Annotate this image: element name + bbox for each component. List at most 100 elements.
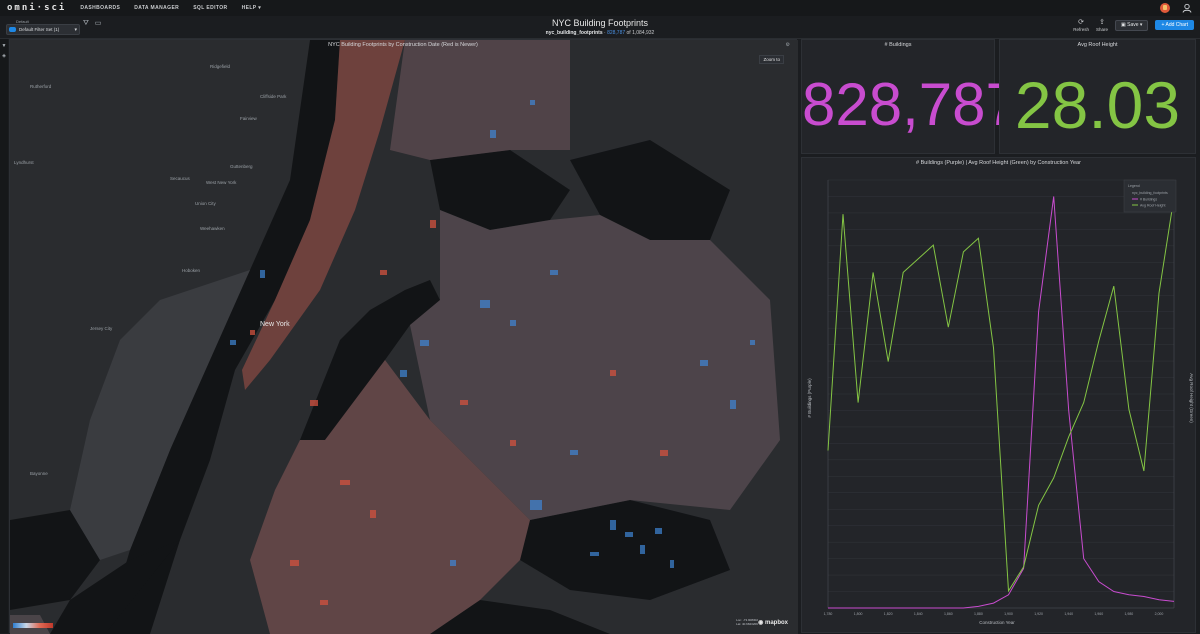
- buildings-count-value: 828,787: [802, 71, 1019, 138]
- comment-icon[interactable]: ▭: [94, 20, 102, 27]
- series-line-buildings[interactable]: [828, 196, 1175, 609]
- top-nav-bar: omni·sci DASHBOARDS DATA MANAGER SQL EDI…: [0, 0, 1200, 17]
- total-count: 1,084,932: [632, 30, 655, 36]
- x-tick-label: 1,800: [854, 612, 863, 616]
- line-chart-title: # Buildings (Purple) | Avg Roof Height (…: [916, 160, 1081, 166]
- line-chart-panel: # Buildings (Purple) | Avg Roof Height (…: [801, 157, 1196, 633]
- newark-bay: [10, 510, 100, 610]
- map-label-guttenberg: Guttenberg: [230, 164, 253, 169]
- map-label-weehawken: Weehawken: [200, 226, 225, 231]
- newer-building-clusters: [250, 220, 668, 605]
- mapbox-label: mapbox: [764, 620, 788, 626]
- save-button[interactable]: ▣ Save ▾: [1115, 20, 1149, 31]
- avg-roof-height-panel: Avg Roof Height 28.03: [999, 39, 1196, 154]
- coordinate-readout: Lon: -73.908302 Lat: 40.6843209: [736, 618, 758, 626]
- x-tick-label: 1,820: [884, 612, 893, 616]
- map-chart-title: NYC Building Footprints by Construction …: [328, 42, 478, 48]
- share-button[interactable]: ⇪ Share: [1096, 18, 1108, 32]
- clear-filters-icon[interactable]: ⛛: [83, 20, 89, 27]
- map-label-new-york: New York: [260, 321, 290, 328]
- x-tick-label: 1,780: [824, 612, 833, 616]
- chart-grid: [827, 179, 1175, 609]
- nav-dashboards[interactable]: DASHBOARDS: [80, 5, 121, 11]
- dashboard-toolbar: Default Default Filter Set (1) ▾ ⛛ ▭ NYC…: [0, 16, 1200, 39]
- nav-help[interactable]: HELP: [242, 5, 262, 11]
- legend-title: Legend: [1128, 184, 1140, 188]
- older-building-clusters: [230, 100, 755, 568]
- map-label-ridgefield: Ridgefield: [210, 64, 231, 69]
- filter-icon[interactable]: ▼: [1, 43, 7, 49]
- coord-lon: Lon: -73.908302: [736, 618, 758, 622]
- legend-entry-roof: Avg Roof Height: [1140, 204, 1165, 208]
- refresh-button[interactable]: ⟳ Refresh: [1073, 18, 1089, 32]
- share-label: Share: [1096, 27, 1109, 32]
- harlem-river-sound: [430, 150, 570, 230]
- gear-icon[interactable]: ⚙: [785, 42, 790, 48]
- legend-box: [1123, 179, 1177, 213]
- brooklyn-area: [250, 360, 530, 634]
- notification-icon[interactable]: [1158, 2, 1172, 14]
- dashboard-subtitle: nyc_building_footprints · 828,787 of 1,0…: [450, 30, 750, 36]
- mapbox-attribution[interactable]: ◉ mapbox: [758, 619, 788, 626]
- x-tick-label: 2,000: [1155, 612, 1164, 616]
- of-text: of: [626, 30, 631, 36]
- east-river: [300, 280, 440, 440]
- filtered-count: 828,787: [607, 30, 626, 36]
- omnisci-logo[interactable]: omni·sci: [7, 3, 67, 13]
- filter-set: Default Default Filter Set (1) ▾: [6, 19, 80, 35]
- avg-roof-height-value: 28.03: [1014, 68, 1181, 142]
- separator: ·: [604, 30, 608, 36]
- legend-group: nyc_building_footprints: [1132, 191, 1168, 195]
- x-axis-label: Construction Year: [979, 620, 1015, 625]
- jamaica-bay: [520, 500, 730, 600]
- x-tick-label: 1,860: [944, 612, 953, 616]
- refresh-icon: ⟳: [1078, 19, 1085, 26]
- map-label-west-new-york: West New York: [206, 180, 237, 185]
- layers-icon[interactable]: ◈: [2, 53, 6, 59]
- hudson-river: [105, 40, 340, 634]
- x-tick-label: 1,900: [1004, 612, 1013, 616]
- x-tick-label: 1,840: [914, 612, 923, 616]
- filter-set-select[interactable]: Default Filter Set (1) ▾: [6, 24, 80, 35]
- top-right-controls: [1158, 2, 1192, 14]
- nav-sql-editor[interactable]: SQL EDITOR: [193, 5, 228, 11]
- map-label-hoboken: Hoboken: [182, 268, 201, 273]
- user-icon[interactable]: [1182, 3, 1192, 13]
- share-icon: ⇪: [1099, 19, 1105, 26]
- chart-series: [827, 196, 1175, 609]
- refresh-label: Refresh: [1073, 27, 1089, 32]
- color-legend[interactable]: [13, 623, 53, 628]
- map-label-fairview: Fairview: [240, 116, 258, 121]
- map-label-rutherford: Rutherford: [30, 84, 52, 89]
- chevron-down-icon: ▾: [1138, 22, 1143, 28]
- filter-set-label: Default: [16, 19, 29, 24]
- map-label-lyndhurst: Lyndhurst: [14, 160, 34, 165]
- zoom-to-button[interactable]: Zoom to: [759, 55, 784, 64]
- dashboard-title[interactable]: NYC Building Footprints: [551, 18, 649, 28]
- save-icon: ▣: [1121, 22, 1128, 28]
- filter-toggle-icon[interactable]: [9, 27, 16, 32]
- map-canvas[interactable]: Rutherford Lyndhurst Secaucus Union City…: [10, 40, 798, 634]
- dashboard-title-block: NYC Building Footprints nyc_building_foo…: [450, 18, 750, 36]
- dashboard-actions: ⟳ Refresh ⇪ Share ▣ Save ▾ + Add Chart: [1073, 18, 1194, 32]
- new-jersey-area: [70, 270, 250, 560]
- series-line-roof-height[interactable]: [827, 197, 1175, 593]
- map-label-union-city: Union City: [195, 201, 217, 206]
- line-chart[interactable]: 1,780 1,800 1,820 1,840 1,860 1,880 1,900 1,920…: [802, 158, 1197, 634]
- chart-ticks: 1,780 1,800 1,820 1,840 1,860 1,880 1,900 1,920…: [824, 612, 1164, 616]
- mapbox-icon: ◉: [758, 620, 765, 626]
- y-axis-right-label: Avg Roof Height (Green): [1189, 373, 1194, 423]
- map-label-jersey-city: Jersey City: [90, 326, 113, 331]
- chart-legend[interactable]: Legend nyc_building_footprints # Buildin…: [1123, 179, 1177, 213]
- x-tick-label: 1,960: [1094, 612, 1103, 616]
- nav-data-manager[interactable]: DATA MANAGER: [134, 5, 180, 11]
- add-chart-button[interactable]: + Add Chart: [1155, 20, 1194, 30]
- legend-entry-buildings: # Buildings: [1140, 198, 1157, 202]
- manhattan-area: [242, 40, 405, 390]
- x-tick-label: 1,920: [1034, 612, 1043, 616]
- map-label-secaucus: Secaucus: [170, 176, 191, 181]
- lower-bay: [430, 600, 610, 634]
- y-axis-left-label: # Buildings (Purple): [807, 378, 812, 418]
- queens-area: [410, 210, 780, 520]
- bronx-area: [390, 40, 570, 160]
